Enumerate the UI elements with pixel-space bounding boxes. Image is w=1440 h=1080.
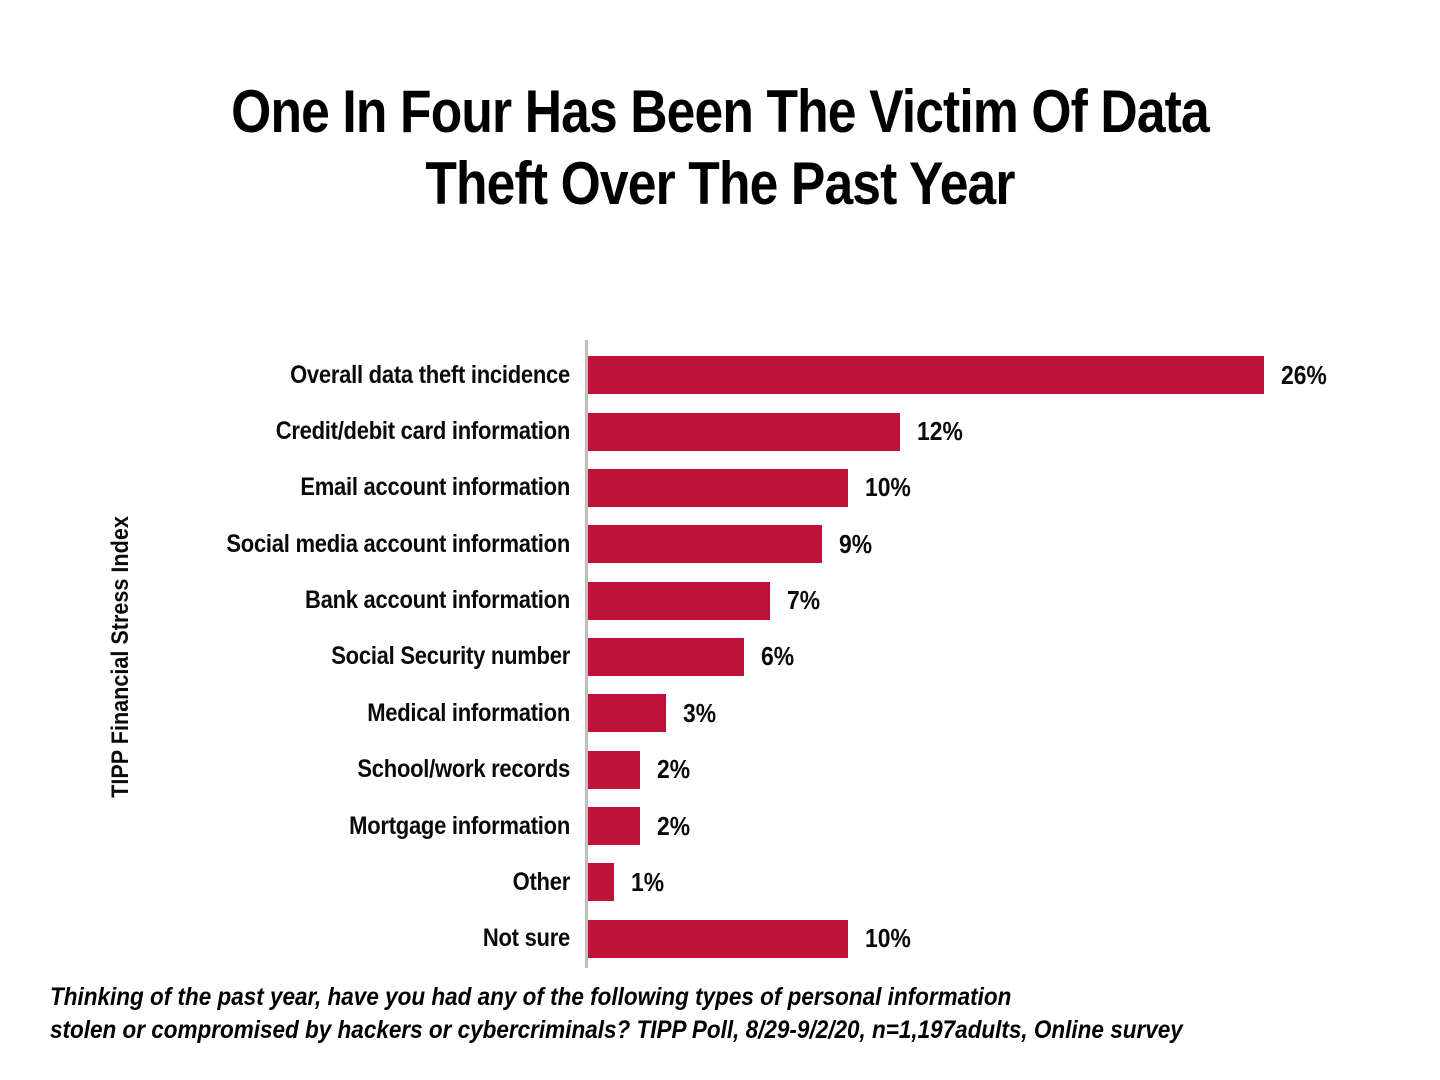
bar <box>588 863 614 902</box>
bar-row: Overall data theft incidence 26% <box>0 347 1440 403</box>
value-label: 2% <box>657 754 691 785</box>
bar-row: Email account information 10% <box>0 460 1440 516</box>
source-note: Thinking of the past year, have you had … <box>50 981 1183 1046</box>
footnote-line-2: stolen or compromised by hackers or cybe… <box>50 1015 1183 1044</box>
bar-track: 3% <box>588 694 721 733</box>
value-label: 3% <box>683 697 717 728</box>
bar <box>588 581 770 620</box>
bar-row: Medical information 3% <box>0 685 1440 741</box>
bar-row: Credit/debit card information 12% <box>0 403 1440 459</box>
value-label: 9% <box>839 528 873 559</box>
bar-track: 26% <box>588 356 1333 395</box>
value-label: 10% <box>865 472 911 503</box>
bar-rows: Overall data theft incidence 26% Credit/… <box>0 347 1440 967</box>
category-label: School/work records <box>357 755 570 784</box>
bar <box>588 750 640 789</box>
bar-track: 7% <box>588 581 825 620</box>
category-label: Not sure <box>482 924 570 953</box>
category-label: Social Security number <box>331 642 570 671</box>
category-label: Bank account information <box>304 586 570 615</box>
bar-track: 12% <box>588 412 969 451</box>
value-label: 1% <box>631 866 665 897</box>
value-label: 6% <box>761 641 795 672</box>
bar-row: Bank account information 7% <box>0 572 1440 628</box>
bar-row: Not sure 10% <box>0 911 1440 967</box>
bar-track: 6% <box>588 637 799 676</box>
bar <box>588 468 848 507</box>
category-label: Overall data theft incidence <box>290 360 570 389</box>
footnote-line-1: Thinking of the past year, have you had … <box>50 983 1012 1011</box>
bar <box>588 412 900 451</box>
bar-row: Social Security number 6% <box>0 629 1440 685</box>
category-label: Mortgage information <box>349 811 570 840</box>
value-label: 10% <box>865 923 911 954</box>
bar-track: 10% <box>588 919 917 958</box>
bar <box>588 807 640 846</box>
bar <box>588 637 744 676</box>
plot-area: Overall data theft incidence 26% Credit/… <box>0 340 1440 968</box>
category-label: Social media account information <box>226 529 570 558</box>
value-label: 26% <box>1281 359 1327 390</box>
title-line-1: One In Four Has Been The Victim Of Data <box>231 78 1210 145</box>
bar-row: Social media account information 9% <box>0 516 1440 572</box>
category-label: Email account information <box>300 473 570 502</box>
value-label: 2% <box>657 810 691 841</box>
category-label: Medical information <box>367 698 570 727</box>
chart-title: One In Four Has Been The Victim Of Data … <box>101 76 1339 220</box>
bar <box>588 919 848 958</box>
bar-track: 2% <box>588 750 695 789</box>
bar <box>588 356 1264 395</box>
title-line-2: Theft Over The Past Year <box>425 150 1015 217</box>
bar-row: School/work records 2% <box>0 742 1440 798</box>
bar-row: Mortgage information 2% <box>0 798 1440 854</box>
bar-track: 1% <box>588 863 669 902</box>
bar-track: 9% <box>588 525 877 564</box>
value-label: 7% <box>787 585 821 616</box>
category-label: Other <box>512 867 571 896</box>
bar-track: 2% <box>588 807 695 846</box>
value-label: 12% <box>917 416 963 447</box>
y-axis-line <box>585 340 588 968</box>
bar-track: 10% <box>588 468 917 507</box>
bar <box>588 525 822 564</box>
category-label: Credit/debit card information <box>275 417 571 446</box>
bar-row: Other 1% <box>0 854 1440 910</box>
bar <box>588 694 666 733</box>
